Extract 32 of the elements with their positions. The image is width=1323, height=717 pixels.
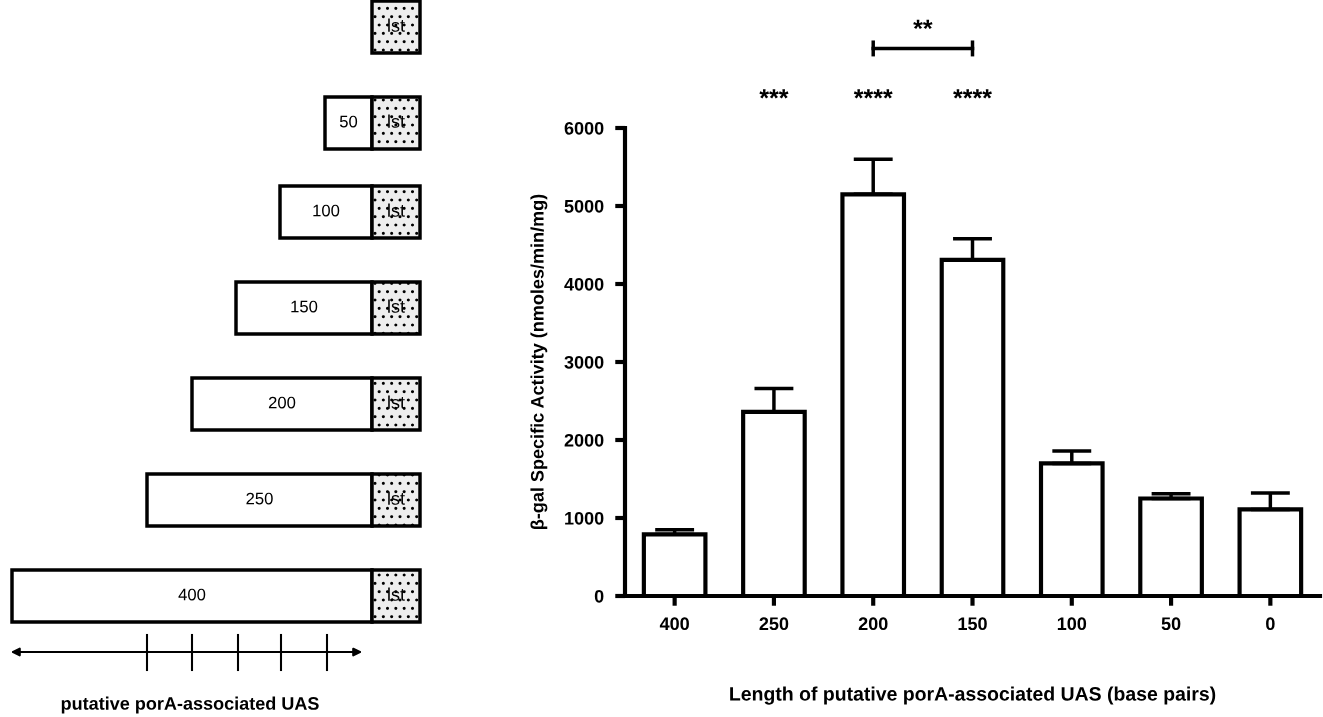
text: lst xyxy=(388,299,405,313)
y-tick-label: 5000 xyxy=(564,199,604,213)
text: lst xyxy=(388,114,405,128)
x-tick-label: 50 xyxy=(1161,617,1181,631)
text: 400 xyxy=(178,588,206,601)
text: **** xyxy=(953,89,992,99)
text: **** xyxy=(853,89,893,99)
y-tick-label: 0 xyxy=(594,589,604,603)
y-tick-label: 2000 xyxy=(564,433,604,447)
text: 50 xyxy=(339,115,358,128)
text: ** xyxy=(913,19,933,30)
text: 250 xyxy=(246,492,273,505)
x-tick-label: 150 xyxy=(958,617,987,631)
x-tick-label: 200 xyxy=(858,617,888,631)
text: 150 xyxy=(291,300,318,313)
y-axis-title: β-gal Specific Activity (nmoles/min/mg) xyxy=(530,194,548,529)
x-tick-label: 0 xyxy=(1266,617,1275,631)
text: lst xyxy=(388,491,405,505)
y-tick-label: 1000 xyxy=(565,511,604,525)
x-tick-label: 400 xyxy=(659,617,689,631)
y-tick-label: 3000 xyxy=(564,355,604,369)
y-tick-label: 4000 xyxy=(564,277,604,291)
text: lst xyxy=(388,18,405,32)
x-tick-label: 100 xyxy=(1057,617,1087,631)
text: *** xyxy=(759,89,789,99)
text: 200 xyxy=(268,396,296,409)
text: 100 xyxy=(313,204,340,217)
text: putative porA-associated UAS xyxy=(61,696,319,714)
x-axis-title: Length of putative porA-associated UAS (base pairs) xyxy=(730,686,1216,705)
y-tick-label: 6000 xyxy=(564,121,604,135)
x-tick-label: 250 xyxy=(759,617,789,631)
text: lst xyxy=(388,203,405,217)
